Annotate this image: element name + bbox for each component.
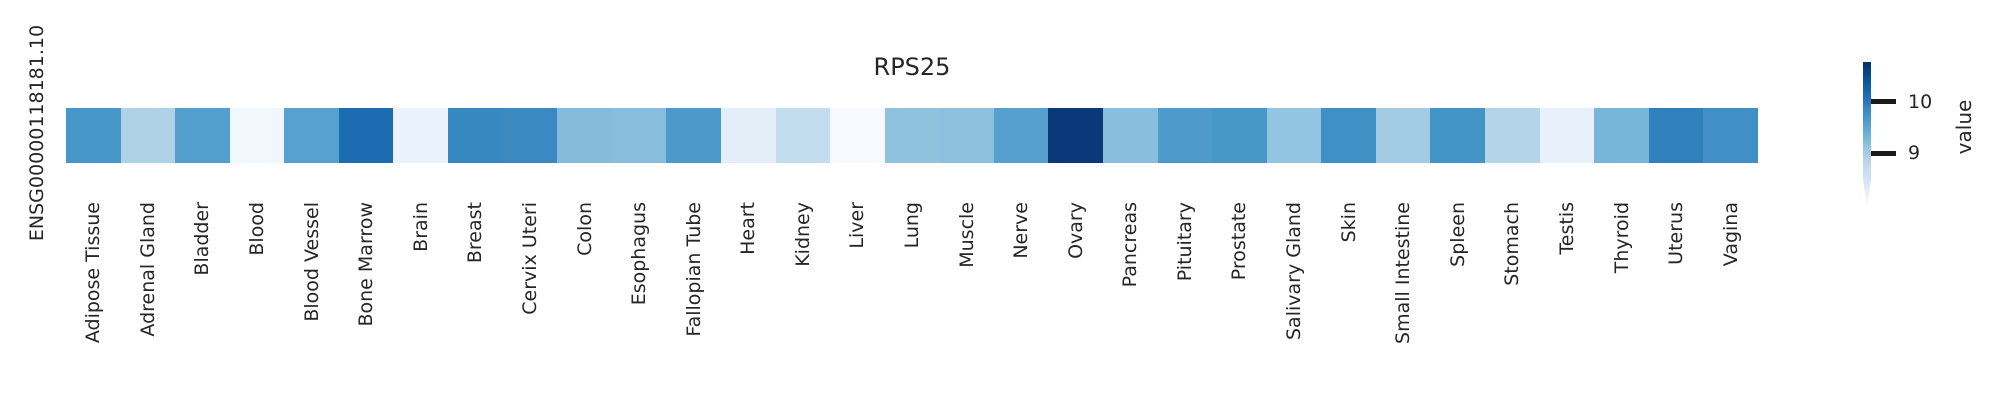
heatmap-cell-skin — [1321, 108, 1376, 163]
heatmap-cell-blood — [229, 108, 285, 163]
x-tick-label-adipose-tissue: Adipose Tissue — [82, 202, 105, 344]
heatmap-cell-thyroid — [1594, 108, 1649, 163]
heatmap-cell-colon — [557, 108, 612, 163]
y-axis-row-label: ENSG00000118181.10 — [26, 24, 48, 242]
colorbar-tick-mark-9 — [1871, 151, 1896, 156]
x-tick-label-salivary-gland: Salivary Gland — [1283, 202, 1306, 340]
heatmap-cell-esophagus — [611, 108, 667, 163]
heatmap-cell-spleen — [1430, 108, 1486, 163]
heatmap-cell-lung — [884, 108, 940, 163]
heatmap-cell-bladder — [175, 108, 230, 163]
heatmap-cell-adrenal-gland — [120, 108, 176, 163]
colorbar-gradient — [1863, 62, 1871, 180]
x-tick-label-ovary: Ovary — [1064, 202, 1087, 259]
heatmap-cell-cervix-uteri — [502, 108, 558, 163]
heatmap-cell-pituitary — [1157, 108, 1213, 163]
x-tick-label-blood-vessel: Blood Vessel — [300, 202, 323, 322]
heatmap-cell-prostate — [1212, 108, 1267, 163]
x-tick-label-bone-marrow: Bone Marrow — [355, 202, 378, 327]
x-tick-label-thyroid: Thyroid — [1610, 202, 1633, 274]
heatmap-cell-kidney — [775, 108, 831, 163]
x-tick-label-breast: Breast — [464, 202, 487, 264]
colorbar-gradient-tip — [1863, 180, 1871, 206]
heatmap-cell-muscle — [939, 108, 994, 163]
heatmap-cell-ovary — [1048, 108, 1103, 163]
x-tick-label-bladder: Bladder — [191, 202, 214, 276]
heatmap-cell-stomach — [1485, 108, 1540, 163]
heatmap-cell-breast — [448, 108, 503, 163]
x-tick-label-vagina: Vagina — [1719, 202, 1742, 267]
x-tick-label-kidney: Kidney — [791, 202, 814, 267]
heatmap-cell-nerve — [993, 108, 1049, 163]
heatmap-cell-salivary-gland — [1266, 108, 1322, 163]
x-tick-label-pituitary: Pituitary — [1173, 202, 1196, 282]
x-tick-label-blood: Blood — [246, 202, 269, 256]
heatmap-cell-vagina — [1703, 108, 1758, 163]
x-tick-label-adrenal-gland: Adrenal Gland — [136, 202, 159, 337]
heatmap-cell-testis — [1539, 108, 1595, 163]
colorbar-tick-label-9: 9 — [1908, 142, 1921, 164]
heatmap-cell-brain — [393, 108, 449, 163]
heatmap-cell-small-intestine — [1375, 108, 1431, 163]
x-tick-label-esophagus: Esophagus — [628, 202, 651, 306]
x-tick-label-muscle: Muscle — [955, 202, 978, 268]
x-tick-label-fallopian-tube: Fallopian Tube — [682, 202, 705, 337]
heatmap-cell-uterus — [1648, 108, 1704, 163]
x-tick-label-colon: Colon — [573, 202, 596, 256]
heatmap-cell-liver — [830, 108, 885, 163]
colorbar-tick-mark-10 — [1871, 99, 1896, 104]
x-tick-label-nerve: Nerve — [1010, 202, 1033, 259]
x-tick-label-spleen: Spleen — [1446, 202, 1469, 267]
x-tick-label-uterus: Uterus — [1665, 202, 1688, 265]
colorbar-axis-label: value — [1952, 99, 1976, 155]
x-tick-label-brain: Brain — [409, 202, 432, 252]
x-tick-label-small-intestine: Small Intestine — [1392, 202, 1415, 344]
colorbar-tick-label-10: 10 — [1908, 91, 1933, 113]
x-tick-label-lung: Lung — [901, 202, 923, 249]
x-tick-label-stomach: Stomach — [1501, 202, 1524, 286]
x-tick-label-prostate: Prostate — [1228, 202, 1251, 281]
heatmap-row — [66, 108, 1758, 163]
chart-title: RPS25 — [873, 53, 951, 81]
heatmap-cell-heart — [720, 108, 776, 163]
x-tick-label-pancreas: Pancreas — [1119, 202, 1142, 288]
heatmap-cell-adipose-tissue — [66, 108, 121, 163]
heatmap-cell-blood-vessel — [284, 108, 339, 163]
heatmap-cell-bone-marrow — [338, 108, 394, 163]
x-tick-label-liver: Liver — [846, 202, 869, 249]
heatmap-cell-pancreas — [1102, 108, 1158, 163]
x-tick-label-heart: Heart — [737, 202, 760, 255]
x-tick-label-cervix-uteri: Cervix Uteri — [518, 202, 541, 315]
x-tick-label-skin: Skin — [1337, 202, 1360, 243]
heatmap-cell-fallopian-tube — [666, 108, 721, 163]
x-tick-label-testis: Testis — [1555, 202, 1578, 255]
